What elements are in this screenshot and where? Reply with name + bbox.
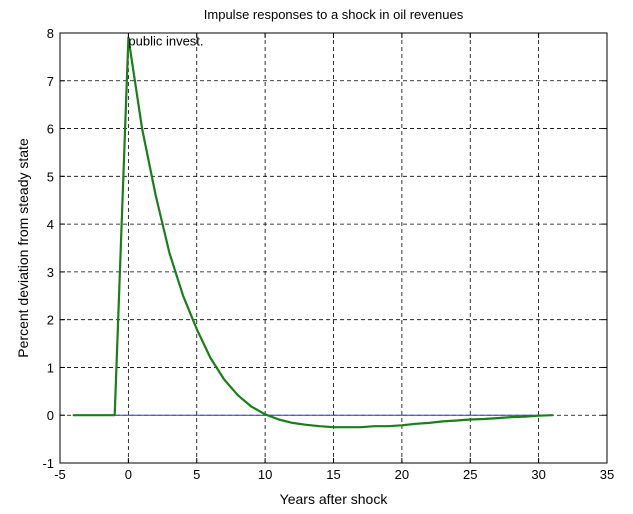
x-tick-label: 10 [258,467,272,482]
y-tick-label: 3 [47,265,54,280]
x-tick-label: -5 [54,467,66,482]
x-tick-label: 30 [531,467,545,482]
y-tick-label: 1 [47,360,54,375]
x-tick-label: 15 [326,467,340,482]
annotation-label: public invest. [128,33,203,48]
x-tick-label: 25 [463,467,477,482]
x-tick-label: 35 [600,467,614,482]
x-tick-label: 20 [395,467,409,482]
y-tick-label: -1 [42,456,54,471]
y-tick-label: 7 [47,74,54,89]
y-axis-label: Percent deviation from steady state [15,138,31,358]
y-tick-label: 6 [47,122,54,137]
x-tick-label: 0 [125,467,132,482]
y-tick-label: 4 [47,217,54,232]
y-tick-label: 0 [47,408,54,423]
ticks: -5 0 5 10 15 20 25 30 35 -1 0 1 2 3 4 5 6 7 8 [42,26,614,482]
y-tick-label: 8 [47,26,54,41]
chart-title: Impulse responses to a shock in oil reve… [204,7,464,22]
x-axis-label: Years after shock [280,491,389,507]
series-layer [72,36,554,429]
series-line-response [72,36,554,429]
y-tick-label: 2 [47,313,54,328]
annotation-layer: public invest. [128,33,203,48]
y-tick-label: 5 [47,169,54,184]
x-tick-label: 5 [193,467,200,482]
